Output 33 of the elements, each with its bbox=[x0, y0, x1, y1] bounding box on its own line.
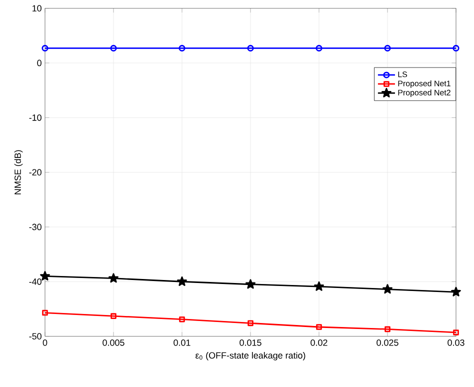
point bbox=[384, 326, 390, 332]
point bbox=[384, 44, 391, 52]
point bbox=[177, 276, 187, 286]
point bbox=[316, 44, 322, 52]
point bbox=[178, 44, 186, 52]
y-tick-label: -30 bbox=[29, 224, 42, 230]
y-tick-label: -40 bbox=[29, 278, 42, 285]
point bbox=[451, 286, 461, 296]
y-tick-label: -50 bbox=[29, 333, 42, 340]
point bbox=[108, 273, 118, 283]
x-tick-label: 0 bbox=[42, 339, 48, 346]
point bbox=[179, 316, 185, 322]
point bbox=[248, 320, 254, 326]
y-tick-label: 10 bbox=[32, 5, 42, 12]
x-tick-label: 0.025 bbox=[376, 339, 398, 346]
y-tick-label: -20 bbox=[29, 169, 42, 176]
x-tick-label: 0.01 bbox=[174, 339, 190, 346]
x-tick-label: 0.02 bbox=[310, 339, 328, 346]
point bbox=[316, 324, 322, 330]
y-tick-label: -10 bbox=[29, 114, 42, 121]
y-tick-label: 0 bbox=[37, 60, 42, 66]
point bbox=[314, 281, 324, 291]
x-tick-label: 0.015 bbox=[240, 339, 262, 346]
point bbox=[40, 270, 50, 280]
x-tick-label: 0.03 bbox=[448, 339, 464, 346]
point bbox=[110, 313, 116, 319]
point bbox=[247, 44, 254, 52]
point bbox=[246, 279, 256, 289]
point bbox=[382, 284, 392, 294]
x-tick-label: 0.005 bbox=[102, 339, 124, 346]
x-axis-title: ε$_{0}$ (OFF-state leakage ratio) bbox=[196, 352, 306, 360]
y-axis-title: NMSE (dB) bbox=[14, 150, 23, 194]
point bbox=[110, 44, 117, 52]
